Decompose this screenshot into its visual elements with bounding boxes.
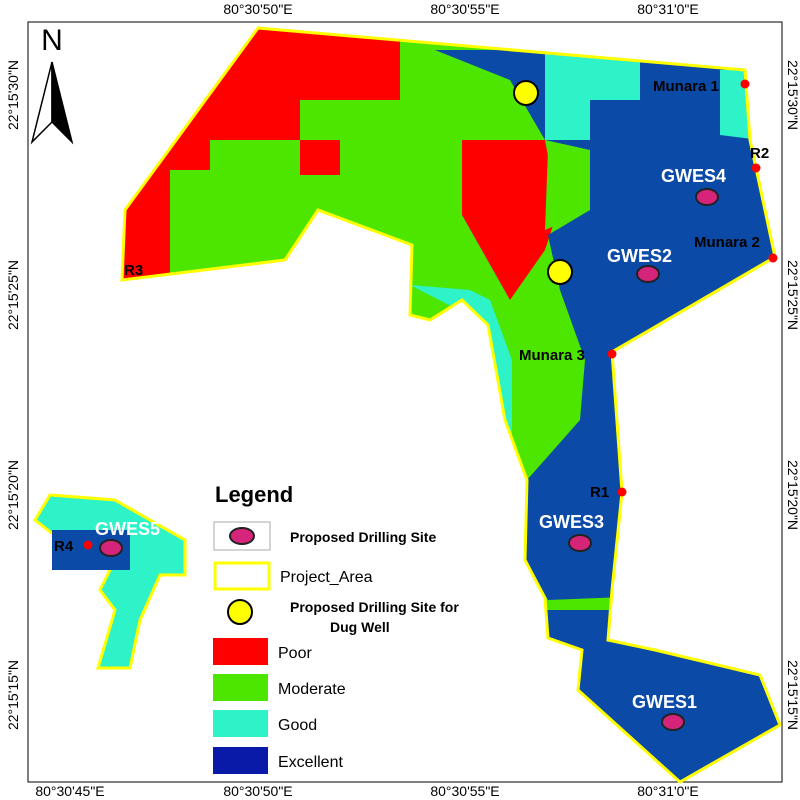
dug-well-site [513, 80, 539, 106]
drilling-site [568, 534, 592, 552]
site-label: GWES2 [607, 246, 672, 266]
lon-label: 80°30'50"E [223, 1, 292, 17]
lat-label: 22°15'25"N [785, 260, 800, 330]
lon-label: 80°30'45"E [35, 783, 104, 799]
point-label: R2 [750, 145, 769, 162]
point [751, 163, 761, 173]
legend: Legend Proposed Drilling Site Project_Ar… [213, 482, 459, 774]
point [617, 487, 627, 497]
legend-swatch [213, 638, 268, 665]
legend-swatch [213, 561, 271, 591]
lat-label: 22°15'20"N [5, 460, 21, 530]
drilling-site [636, 265, 660, 283]
drilling-site [661, 713, 685, 731]
point-label: R3 [124, 262, 143, 279]
lon-label: 80°31'0"E [637, 1, 699, 17]
point-label: Munara 3 [519, 347, 585, 364]
point-label: Munara 1 [653, 78, 719, 95]
north-arrow [51, 61, 74, 145]
project-area [120, 26, 782, 784]
point [607, 349, 617, 359]
legend-label: Poor [278, 645, 312, 662]
legend-label: Project_Area [280, 569, 373, 586]
site-label: GWES3 [539, 512, 604, 532]
legend-label: Dug Well [330, 619, 390, 635]
legend-label: Proposed Drilling Site for [290, 599, 459, 615]
lon-label: 80°30'55"E [430, 1, 499, 17]
lon-label: 80°31'0"E [637, 783, 699, 799]
point [768, 253, 778, 263]
legend-title: Legend [215, 482, 293, 507]
north-label: N [41, 24, 63, 57]
legend-label: Good [278, 717, 317, 734]
legend-label: Moderate [278, 681, 346, 698]
point-label: R4 [54, 538, 74, 555]
dug-well-site [547, 259, 573, 285]
lat-label: 22°15'30"N [5, 60, 21, 130]
site-label: GWES5 [95, 519, 160, 539]
lon-label: 80°30'50"E [223, 783, 292, 799]
legend-symbol [229, 527, 255, 545]
point [83, 540, 93, 550]
legend-swatch [213, 710, 268, 737]
graticule: 80°30'50"E 80°30'55"E 80°31'0"E 80°30'45… [5, 1, 800, 799]
legend-swatch [213, 747, 268, 774]
legend-swatch [213, 674, 268, 701]
drilling-site [695, 188, 719, 206]
lat-label: 22°15'30"N [785, 60, 800, 130]
legend-label: Excellent [278, 754, 343, 771]
point [740, 79, 750, 89]
drilling-site [99, 539, 123, 557]
lat-label: 22°15'20"N [785, 460, 800, 530]
point [151, 264, 161, 274]
lat-label: 22°15'25"N [5, 260, 21, 330]
site-label: GWES4 [661, 166, 726, 186]
legend-label: Proposed Drilling Site [290, 529, 436, 545]
drilling-sites [99, 188, 719, 731]
point-label: R1 [590, 484, 609, 501]
lon-label: 80°30'55"E [430, 783, 499, 799]
legend-symbol [227, 599, 253, 625]
points [83, 79, 778, 550]
lat-label: 22°15'15"N [5, 660, 21, 730]
point-label: Munara 2 [694, 234, 760, 251]
lat-label: 22°15'15"N [785, 660, 800, 730]
site-label: GWES1 [632, 692, 697, 712]
